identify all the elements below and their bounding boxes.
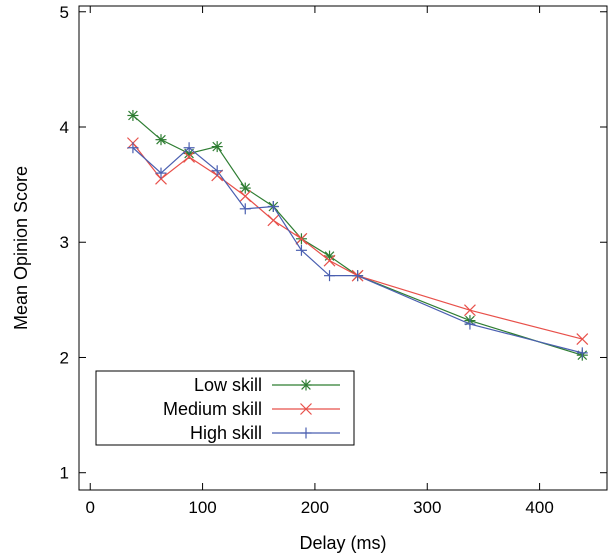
data-point-high-skill: [239, 203, 251, 215]
data-point-medium-skill: [576, 333, 589, 345]
x-tick-label: 0: [85, 498, 94, 517]
x-tick-label: 100: [188, 498, 216, 517]
data-point-low-skill: [239, 182, 251, 194]
legend-marker-medium-skill: [300, 403, 312, 415]
data-point-high-skill: [352, 270, 364, 282]
data-point-high-skill: [127, 142, 139, 154]
legend-label-high-skill: High skill: [190, 423, 262, 443]
data-point-high-skill: [576, 347, 588, 359]
data-point-low-skill: [155, 134, 167, 146]
data-point-medium-skill: [323, 254, 336, 267]
plot-frame: [78, 5, 608, 491]
data-point-low-skill: [127, 109, 139, 121]
data-point-low-skill: [324, 250, 336, 262]
y-tick-label: 4: [60, 118, 69, 137]
y-tick-label: 3: [60, 233, 69, 252]
y-tick-label: 2: [60, 348, 69, 367]
y-tick-label: 1: [60, 464, 69, 483]
data-point-high-skill: [324, 270, 336, 282]
data-point-medium-skill: [295, 232, 308, 245]
legend-label-low-skill: Low skill: [194, 375, 262, 395]
data-point-high-skill: [267, 201, 279, 213]
legend-label-medium-skill: Medium skill: [163, 399, 262, 419]
series-line-low-skill: [132, 115, 583, 356]
data-point-high-skill: [295, 244, 307, 256]
legend: Low skill Medium skill High skill: [95, 370, 355, 446]
y-tick-label: 5: [60, 3, 69, 22]
x-tick-label: 200: [301, 498, 329, 517]
data-point-low-skill: [211, 141, 223, 153]
data-point-high-skill: [464, 318, 476, 330]
x-tick-label: 300: [413, 498, 441, 517]
legend-marker-high-skill: [300, 427, 312, 439]
y-axis-label: Mean Opinion Score: [11, 166, 31, 330]
legend-marker-low-skill: [300, 379, 312, 391]
data-point-medium-skill: [464, 304, 476, 317]
data-point-high-skill: [155, 167, 167, 179]
data-point-medium-skill: [267, 214, 280, 227]
data-point-medium-skill: [239, 190, 252, 203]
x-axis-label: Delay (ms): [299, 533, 386, 553]
data-point-medium-skill: [183, 151, 196, 163]
series-line-medium-skill: [132, 142, 583, 340]
x-tick-label: 400: [525, 498, 553, 517]
data-point-high-skill: [183, 142, 195, 154]
axis-ticks: 0 100 200 300 400 1 2 3 4 5: [60, 3, 607, 517]
data-point-high-skill: [211, 165, 223, 177]
data-point-medium-skill: [155, 172, 167, 185]
series-medium-skill: [126, 137, 589, 345]
series-layer: [126, 109, 589, 361]
series-high-skill: [127, 142, 588, 359]
